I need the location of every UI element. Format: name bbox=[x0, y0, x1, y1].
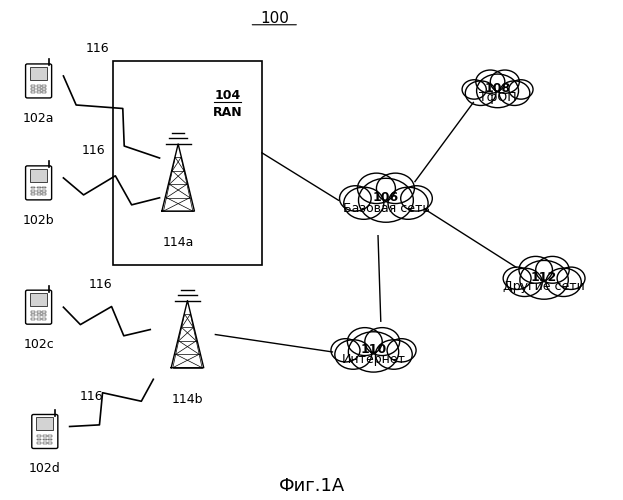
Circle shape bbox=[546, 268, 581, 296]
Text: 100: 100 bbox=[260, 12, 288, 26]
Circle shape bbox=[476, 70, 505, 94]
Bar bbox=[42, 318, 46, 320]
Bar bbox=[42, 84, 46, 86]
Circle shape bbox=[519, 256, 553, 283]
Bar bbox=[37, 311, 40, 313]
Text: 106: 106 bbox=[373, 191, 399, 204]
Bar bbox=[37, 438, 41, 440]
Bar bbox=[37, 194, 40, 196]
Bar bbox=[31, 88, 35, 90]
Bar bbox=[31, 66, 47, 80]
Bar bbox=[42, 190, 46, 192]
Bar bbox=[36, 417, 53, 430]
Circle shape bbox=[507, 268, 542, 296]
Circle shape bbox=[401, 186, 432, 211]
Circle shape bbox=[358, 173, 396, 204]
FancyBboxPatch shape bbox=[26, 166, 52, 200]
Text: 102b: 102b bbox=[23, 214, 54, 226]
Bar bbox=[37, 186, 40, 188]
Circle shape bbox=[499, 81, 530, 106]
Bar bbox=[37, 435, 41, 437]
Text: ТфОП: ТфОП bbox=[478, 90, 516, 104]
Circle shape bbox=[387, 338, 416, 362]
Bar bbox=[31, 293, 47, 306]
Bar bbox=[37, 84, 40, 86]
Text: 116: 116 bbox=[80, 390, 103, 403]
Bar bbox=[31, 318, 35, 320]
Circle shape bbox=[465, 81, 496, 106]
Bar bbox=[31, 84, 35, 86]
Circle shape bbox=[376, 340, 412, 370]
Bar bbox=[42, 314, 46, 316]
Text: Базовая сеть: Базовая сеть bbox=[343, 202, 429, 215]
Circle shape bbox=[520, 260, 568, 299]
Bar bbox=[42, 186, 46, 188]
Bar bbox=[42, 194, 46, 196]
Bar bbox=[42, 88, 46, 90]
Circle shape bbox=[348, 328, 383, 355]
Text: Фиг.1А: Фиг.1А bbox=[278, 477, 345, 495]
Bar bbox=[43, 435, 47, 437]
Bar bbox=[43, 442, 47, 444]
Bar bbox=[31, 186, 35, 188]
Circle shape bbox=[388, 187, 428, 220]
Circle shape bbox=[335, 340, 371, 370]
Bar bbox=[37, 92, 40, 94]
Bar bbox=[49, 435, 52, 437]
Text: 110: 110 bbox=[360, 343, 387, 356]
Text: RAN: RAN bbox=[213, 106, 242, 119]
Text: Интернет: Интернет bbox=[341, 352, 406, 366]
Polygon shape bbox=[171, 300, 204, 368]
Circle shape bbox=[348, 332, 399, 372]
Bar bbox=[31, 194, 35, 196]
Bar bbox=[49, 442, 52, 444]
Polygon shape bbox=[162, 144, 194, 211]
Bar bbox=[49, 438, 52, 440]
Bar bbox=[42, 311, 46, 313]
Bar bbox=[31, 311, 35, 313]
Circle shape bbox=[340, 186, 371, 211]
Text: 102c: 102c bbox=[23, 338, 54, 351]
Bar bbox=[37, 88, 40, 90]
Circle shape bbox=[358, 178, 413, 222]
Text: 116: 116 bbox=[82, 144, 105, 157]
Text: 112: 112 bbox=[531, 271, 557, 284]
Bar bbox=[31, 92, 35, 94]
Text: 102d: 102d bbox=[29, 462, 60, 475]
FancyBboxPatch shape bbox=[113, 61, 262, 265]
Circle shape bbox=[536, 256, 569, 283]
Text: 114a: 114a bbox=[163, 236, 194, 249]
Text: 116: 116 bbox=[89, 278, 112, 291]
Bar bbox=[31, 190, 35, 192]
Text: Другие сети: Другие сети bbox=[503, 280, 585, 293]
Bar bbox=[42, 92, 46, 94]
Circle shape bbox=[490, 70, 520, 94]
FancyBboxPatch shape bbox=[32, 414, 58, 448]
Bar bbox=[31, 168, 47, 181]
Text: 104: 104 bbox=[215, 90, 241, 102]
Text: 114b: 114b bbox=[172, 392, 203, 406]
Text: 108: 108 bbox=[485, 82, 511, 95]
Bar bbox=[43, 438, 47, 440]
FancyBboxPatch shape bbox=[26, 64, 52, 98]
Circle shape bbox=[462, 80, 487, 99]
Bar bbox=[37, 318, 40, 320]
Bar bbox=[31, 314, 35, 316]
Bar bbox=[37, 190, 40, 192]
FancyBboxPatch shape bbox=[26, 290, 52, 324]
Bar bbox=[37, 442, 41, 444]
Circle shape bbox=[365, 328, 399, 355]
Circle shape bbox=[503, 267, 531, 289]
Circle shape bbox=[509, 80, 533, 99]
Circle shape bbox=[376, 173, 414, 204]
Circle shape bbox=[477, 74, 518, 108]
Text: 116: 116 bbox=[86, 42, 109, 55]
Circle shape bbox=[557, 267, 585, 289]
Bar bbox=[37, 314, 40, 316]
Circle shape bbox=[331, 338, 360, 362]
Circle shape bbox=[344, 187, 384, 220]
Text: 102a: 102a bbox=[23, 112, 54, 124]
